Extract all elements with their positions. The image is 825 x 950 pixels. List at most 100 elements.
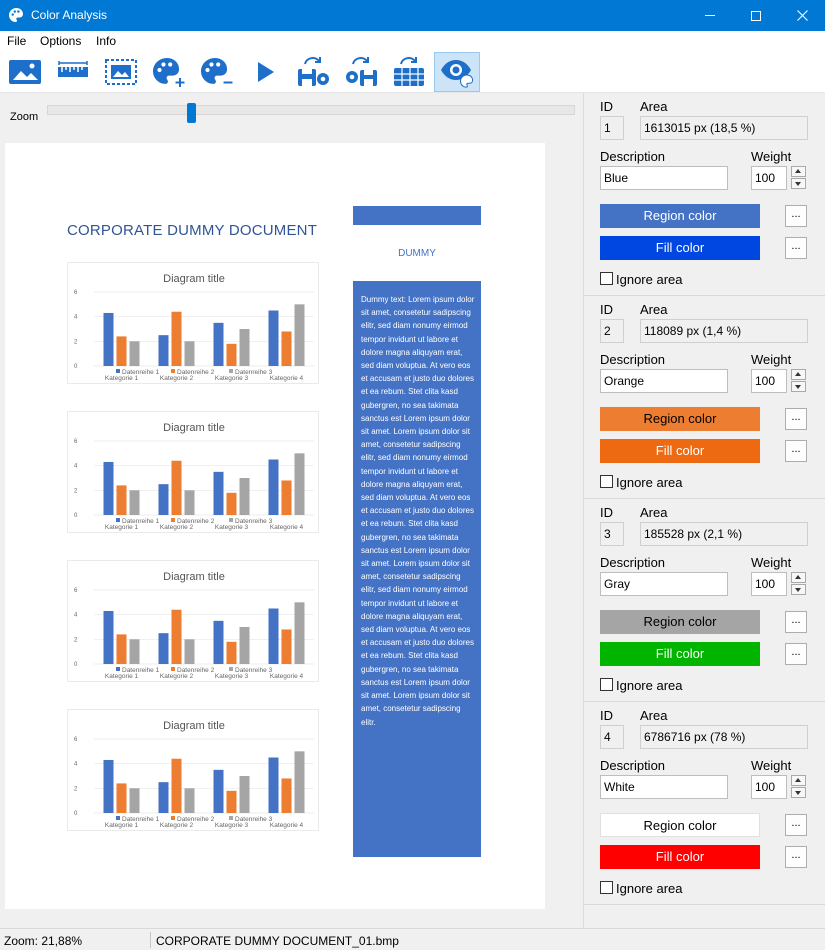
add-color-button[interactable] [146, 52, 192, 92]
weight-decrease-button[interactable] [791, 178, 806, 189]
maximize-button[interactable] [733, 0, 779, 31]
region-color-picker-button[interactable]: ... [785, 408, 807, 430]
bar [158, 782, 169, 813]
ignore-area-label[interactable]: Ignore area [616, 881, 683, 896]
bar [213, 769, 224, 813]
weight-increase-button[interactable] [791, 166, 806, 177]
ignore-area-label[interactable]: Ignore area [616, 678, 683, 693]
title-bar: Color Analysis [0, 0, 825, 31]
fill-color-picker-button[interactable]: ... [785, 237, 807, 259]
run-analysis-button[interactable] [242, 52, 288, 92]
id-label: ID [600, 302, 613, 317]
fill-color-button[interactable]: Fill color [600, 642, 760, 666]
ignore-area-checkbox[interactable] [600, 272, 613, 285]
region-color-button[interactable]: Region color [600, 204, 760, 228]
weight-label: Weight [751, 758, 792, 773]
x-tick-label: Kategorie 4 [270, 822, 304, 829]
save-settings-icon [298, 57, 329, 86]
document-header-bar [353, 206, 481, 225]
description-input[interactable]: Blue [600, 166, 728, 190]
weight-input[interactable]: 100 [751, 775, 787, 799]
close-button[interactable] [779, 0, 825, 31]
bar [171, 758, 182, 813]
fill-color-button[interactable]: Fill color [600, 845, 760, 869]
minimize-button[interactable] [687, 0, 733, 31]
region-area-field: 185528 px (2,1 %) [640, 522, 808, 546]
status-filename: CORPORATE DUMMY DOCUMENT_01.bmp [156, 934, 399, 948]
save-settings-button[interactable] [290, 52, 336, 92]
weight-increase-button[interactable] [791, 775, 806, 786]
measure-button[interactable] [50, 52, 96, 92]
ignore-area-checkbox[interactable] [600, 678, 613, 691]
region-color-button[interactable]: Region color [600, 407, 760, 431]
y-tick-label: 2 [74, 786, 78, 792]
area-label: Area [640, 708, 668, 723]
weight-decrease-button[interactable] [791, 584, 806, 595]
y-tick-label: 0 [74, 662, 78, 668]
ignore-area-label[interactable]: Ignore area [616, 272, 683, 287]
id-label: ID [600, 505, 613, 520]
select-region-button[interactable] [98, 52, 144, 92]
status-zoom: Zoom: 21,88% [4, 934, 83, 948]
zoom-slider-thumb[interactable] [187, 103, 196, 123]
weight-decrease-button[interactable] [791, 787, 806, 798]
fill-color-picker-button[interactable]: ... [785, 846, 807, 868]
open-image-button[interactable] [2, 52, 48, 92]
legend-swatch [116, 816, 120, 820]
x-tick-label: Kategorie 1 [105, 673, 139, 680]
fill-color-picker-button[interactable]: ... [785, 643, 807, 665]
y-tick-label: 0 [74, 513, 78, 519]
bar [103, 312, 114, 366]
weight-label: Weight [751, 352, 792, 367]
ignore-area-checkbox[interactable] [600, 475, 613, 488]
save-config-icon [346, 57, 377, 86]
image-canvas[interactable]: CORPORATE DUMMY DOCUMENT Diagram title 0 2… [0, 140, 583, 928]
bar [158, 633, 169, 664]
palette-remove-icon [201, 58, 233, 84]
menu-file[interactable]: File [7, 34, 27, 48]
region-color-picker-button[interactable]: ... [785, 611, 807, 633]
fill-color-button[interactable]: Fill color [600, 236, 760, 260]
remove-color-button[interactable] [194, 52, 240, 92]
fill-color-button[interactable]: Fill color [600, 439, 760, 463]
legend-swatch [171, 518, 175, 522]
region-color-picker-button[interactable]: ... [785, 814, 807, 836]
bar-chart: Diagram title 0 2 4 6 Kategorie 1 Kategorie 2 K… [74, 720, 314, 829]
weight-increase-button[interactable] [791, 572, 806, 583]
weight-increase-button[interactable] [791, 369, 806, 380]
bar [103, 461, 114, 515]
bar [184, 788, 195, 813]
ignore-area-label[interactable]: Ignore area [616, 475, 683, 490]
fill-color-picker-button[interactable]: ... [785, 440, 807, 462]
x-tick-label: Kategorie 4 [270, 375, 304, 382]
region-color-button[interactable]: Region color [600, 610, 760, 634]
y-tick-label: 4 [74, 762, 78, 768]
bar [158, 335, 169, 366]
weight-input[interactable]: 100 [751, 369, 787, 393]
description-label: Description [600, 352, 666, 367]
x-tick-label: Kategorie 3 [215, 822, 249, 829]
legend-label: Datenreihe 1 [122, 369, 160, 376]
x-tick-label: Kategorie 2 [160, 375, 194, 382]
description-input[interactable]: White [600, 775, 728, 799]
bar [213, 471, 224, 515]
bar [171, 311, 182, 366]
save-config-button[interactable] [338, 52, 384, 92]
region-area-field: 6786716 px (78 %) [640, 725, 808, 749]
menu-options[interactable]: Options [40, 34, 82, 48]
description-input[interactable]: Gray [600, 572, 728, 596]
weight-input[interactable]: 100 [751, 166, 787, 190]
region-area-field: 1613015 px (18,5 %) [640, 116, 808, 140]
bar [158, 484, 169, 515]
weight-decrease-button[interactable] [791, 381, 806, 392]
region-color-picker-button[interactable]: ... [785, 205, 807, 227]
description-input[interactable]: Orange [600, 369, 728, 393]
save-grid-button[interactable] [386, 52, 432, 92]
weight-input[interactable]: 100 [751, 572, 787, 596]
region-color-button[interactable]: Region color [600, 813, 760, 837]
menu-info[interactable]: Info [96, 34, 117, 48]
zoom-slider-track[interactable] [47, 105, 575, 115]
ignore-area-checkbox[interactable] [600, 881, 613, 894]
preview-button[interactable] [434, 52, 480, 92]
x-tick-label: Kategorie 2 [160, 524, 194, 531]
